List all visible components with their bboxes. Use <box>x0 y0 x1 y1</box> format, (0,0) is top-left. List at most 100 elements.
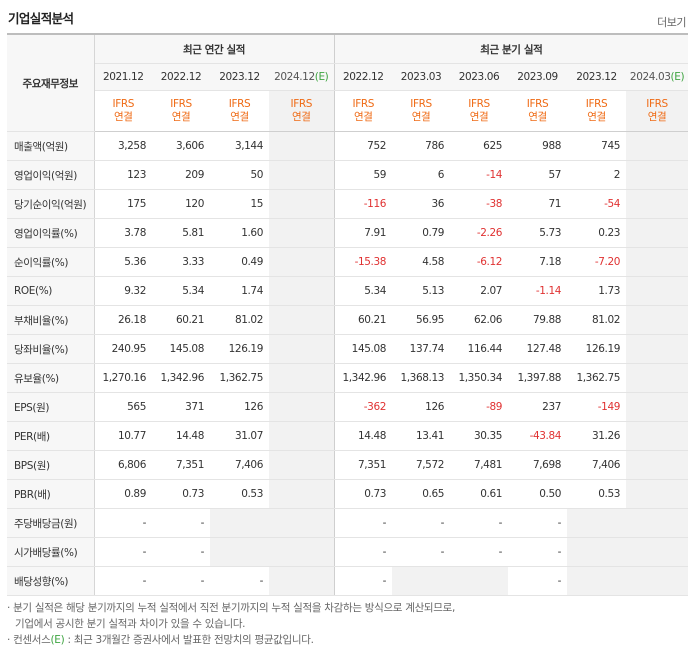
table-cell: 1.60 <box>210 218 269 248</box>
table-cell: 745 <box>567 131 627 161</box>
table-cell: 2 <box>567 160 627 190</box>
table-cell: 0.73 <box>152 479 210 509</box>
corner-label: 주요재무정보 <box>7 33 95 132</box>
ifrs-label: IFRS 연결 <box>468 98 490 123</box>
row-label: 유보율(%) <box>7 363 95 393</box>
ifrs-badge: IFRS 연결 <box>626 90 689 132</box>
row-label: PER(배) <box>7 421 95 451</box>
table-cell: 59 <box>333 160 393 190</box>
row-label: BPS(원) <box>7 450 95 480</box>
table-cell: 137.74 <box>392 334 451 364</box>
ifrs-badge: IFRS 연결 <box>210 90 269 132</box>
table-cell: 1,270.16 <box>94 363 152 393</box>
table-cell: - <box>450 508 509 538</box>
more-link[interactable]: 더보기 <box>657 16 686 29</box>
table-cell: 116.44 <box>450 334 509 364</box>
table-cell: 56.95 <box>392 305 451 335</box>
table-cell: - <box>508 508 568 538</box>
row-label: 당좌비율(%) <box>7 334 95 364</box>
row-label: EPS(원) <box>7 392 95 422</box>
table-cell: 126 <box>392 392 451 422</box>
table-cell <box>626 363 689 393</box>
table-cell: 7.91 <box>333 218 393 248</box>
table-cell: 1,350.34 <box>450 363 509 393</box>
footnotes: · 분기 실적은 해당 분기까지의 누적 실적에서 직전 분기까지의 누적 실적… <box>7 600 455 648</box>
table-cell <box>269 421 335 451</box>
table-cell: 3.78 <box>94 218 152 248</box>
table-cell: 7,572 <box>392 450 451 480</box>
table-row: PBR(배) 0.89 0.73 0.53 0.73 0.65 0.61 0.50 0.53 <box>7 479 689 509</box>
table-body: 매출액(억원) 3,258 3,606 3,144 752 786 625 988 745 영업이… <box>7 131 689 596</box>
table-row: EPS(원) 565 371 126 -362 126 -89 237 -149 <box>7 392 689 422</box>
table-cell: 5.34 <box>333 276 393 306</box>
table-header: 주요재무정보 최근 연간 실적 최근 분기 실적 2021.12 2022.12 2023… <box>7 33 689 132</box>
table-cell: 0.73 <box>333 479 393 509</box>
table-cell: 240.95 <box>94 334 152 364</box>
period-label: 2023.12 <box>576 71 617 83</box>
table-cell: 3,258 <box>94 131 152 161</box>
table-cell: 14.48 <box>152 421 210 451</box>
table-cell: -7.20 <box>567 247 627 277</box>
table-cell: 31.07 <box>210 421 269 451</box>
table-cell: 15 <box>210 189 269 219</box>
table-cell <box>567 508 627 538</box>
table-cell: 126.19 <box>210 334 269 364</box>
ifrs-badge: IFRS 연결 <box>508 90 568 132</box>
table-cell: 1,342.96 <box>152 363 210 393</box>
table-cell: 371 <box>152 392 210 422</box>
table-cell: 126 <box>210 392 269 422</box>
table-cell: 565 <box>94 392 152 422</box>
table-cell: 81.02 <box>210 305 269 335</box>
table-cell: 60.21 <box>152 305 210 335</box>
table-cell <box>626 276 689 306</box>
table-cell: 14.48 <box>333 421 393 451</box>
table-cell: 1.73 <box>567 276 627 306</box>
table-cell: 126.19 <box>567 334 627 364</box>
table-cell <box>269 160 335 190</box>
table-cell <box>269 276 335 306</box>
table-cell: 13.41 <box>392 421 451 451</box>
table-cell: 1.74 <box>210 276 269 306</box>
table-cell: 36 <box>392 189 451 219</box>
table-cell: 7,406 <box>210 450 269 480</box>
table-cell: 145.08 <box>152 334 210 364</box>
table-cell <box>269 392 335 422</box>
table-row: BPS(원) 6,806 7,351 7,406 7,351 7,572 7,481 7,69… <box>7 450 689 480</box>
period-label: 2023.03 <box>400 71 442 83</box>
table-row: 유보율(%) 1,270.16 1,342.96 1,362.75 1,342.96 1,… <box>7 363 689 393</box>
table-cell <box>626 305 689 335</box>
table-cell: 3,606 <box>152 131 210 161</box>
row-label: 매출액(억원) <box>7 131 95 161</box>
table-cell <box>269 537 335 567</box>
ifrs-label: IFRS 연결 <box>352 98 375 123</box>
section-title: 기업실적분석 <box>8 11 74 26</box>
table-row: 영업이익(억원) 123 209 50 59 6 -14 57 2 <box>7 160 689 190</box>
table-cell <box>626 392 689 422</box>
table-cell: - <box>333 537 393 567</box>
table-cell <box>269 566 335 596</box>
period-label: 2024.12 <box>274 71 315 83</box>
table-cell <box>210 508 269 538</box>
table-cell <box>626 334 689 364</box>
period-label: 2024.03 <box>629 71 671 83</box>
table-cell: 4.58 <box>392 247 451 277</box>
table-cell: -362 <box>333 392 393 422</box>
table-row: 주당배당금(원) - - - - - - <box>7 508 689 538</box>
table-cell: -15.38 <box>333 247 393 277</box>
table-cell: 5.13 <box>392 276 451 306</box>
table-row: 순이익률(%) 5.36 3.33 0.49 -15.38 4.58 -6.12 7.18 -7… <box>7 247 689 277</box>
table-cell: - <box>392 537 451 567</box>
table-cell: 145.08 <box>333 334 393 364</box>
table-row: 당기순이익(억원) 175 120 15 -116 36 -38 71 -54 <box>7 189 689 219</box>
table-cell: - <box>450 537 509 567</box>
table-cell: 50 <box>210 160 269 190</box>
table-cell <box>626 508 689 538</box>
period-label: 2022.12 <box>160 71 202 83</box>
table-cell <box>626 218 689 248</box>
table-cell: - <box>152 537 210 567</box>
table-cell: -38 <box>450 189 509 219</box>
row-label: 순이익률(%) <box>7 247 95 277</box>
table-cell: - <box>392 508 451 538</box>
table-cell <box>269 334 335 364</box>
table-row: 부채비율(%) 26.18 60.21 81.02 60.21 56.95 62.06 79.… <box>7 305 689 335</box>
